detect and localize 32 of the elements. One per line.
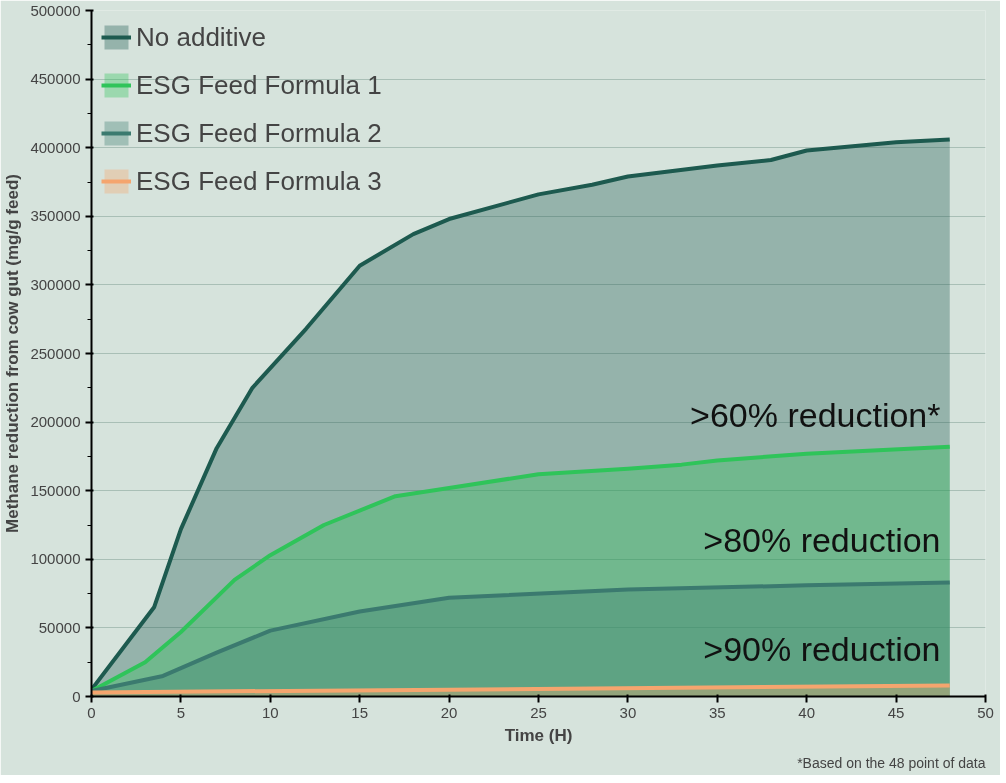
y-tick-label: 100000 [30, 550, 81, 568]
x-axis-title: Time (H) [504, 725, 573, 745]
y-tick-label: 500000 [30, 1, 81, 19]
x-tick-label: 40 [798, 703, 816, 721]
x-tick-label: 35 [708, 703, 726, 721]
x-tick-label: 5 [176, 703, 186, 721]
y-tick-label: 450000 [30, 70, 81, 88]
y-tick-label: 350000 [30, 207, 81, 225]
legend-label: ESG Feed Formula 1 [136, 68, 382, 102]
y-tick-label: 200000 [30, 413, 81, 431]
y-tick-label: 300000 [30, 275, 81, 293]
y-tick-label: 400000 [30, 138, 81, 156]
y-tick-label: 150000 [30, 481, 81, 499]
legend-label: ESG Feed Formula 3 [136, 164, 382, 198]
annotation: >60% reduction* [690, 395, 941, 434]
x-tick-label: 30 [619, 703, 637, 721]
annotation: >80% reduction [703, 520, 941, 559]
x-tick-label: 50 [977, 703, 994, 721]
text: *Based on the 48 point of data [797, 754, 986, 771]
y-tick-label: 0 [72, 687, 81, 705]
y-tick-label: 250000 [30, 344, 81, 362]
legend-label: ESG Feed Formula 2 [136, 116, 382, 150]
legend-label: No additive [136, 20, 267, 54]
x-tick-label: 0 [87, 703, 96, 721]
x-tick-label: 15 [351, 703, 369, 721]
x-tick-label: 10 [261, 703, 279, 721]
x-tick-label: 25 [530, 703, 547, 721]
y-tick-label: 50000 [38, 618, 81, 636]
y-axis-title: Methane reduction from cow gut (mg/g feed) [3, 174, 23, 533]
x-tick-label: 20 [440, 703, 458, 721]
x-tick-label: 45 [887, 703, 905, 721]
annotation: >90% reduction [703, 629, 941, 668]
